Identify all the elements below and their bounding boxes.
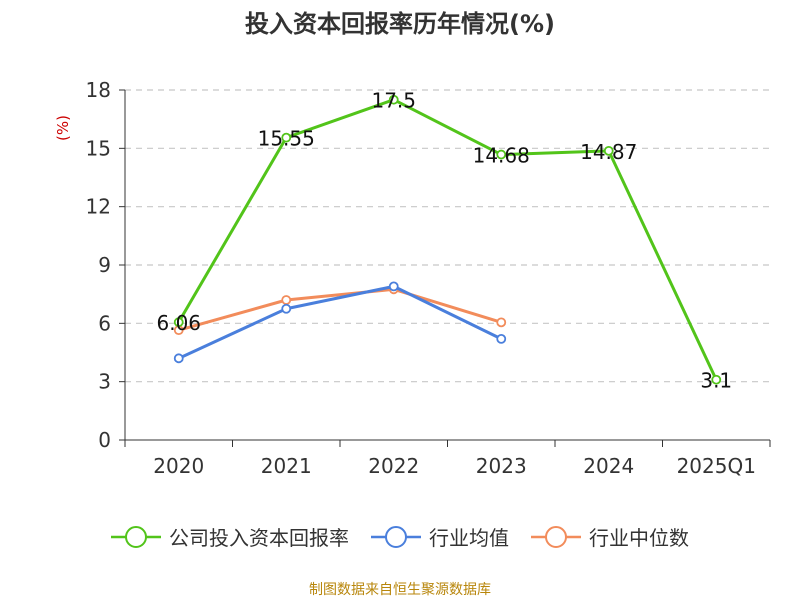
- legend-item[interactable]: 公司投入资本回报率: [111, 526, 349, 550]
- axis-layer: 0 3 6 9 12 15 18 2020 2021 2022 2023 2024 2025Q1: [86, 78, 771, 478]
- series-line: [178, 287, 502, 332]
- legend-marker: [545, 526, 567, 548]
- x-tick-label: 2023: [476, 454, 527, 478]
- data-point[interactable]: [603, 145, 614, 156]
- y-tick-label: 15: [86, 136, 111, 160]
- series-line: [178, 284, 502, 360]
- data-point[interactable]: [388, 94, 399, 105]
- legend-item[interactable]: 行业均值: [371, 526, 509, 550]
- data-label: 17.5: [371, 89, 416, 113]
- data-point[interactable]: [496, 317, 507, 328]
- source-note: 制图数据来自恒生聚源数据库: [309, 582, 491, 598]
- legend-marker: [385, 526, 407, 548]
- x-tick-label: 2020: [153, 454, 204, 478]
- y-tick-label: 0: [98, 428, 111, 452]
- grid-layer: [125, 89, 770, 383]
- y-tick-label: 9: [98, 253, 111, 277]
- y-tick-label: 6: [98, 311, 111, 335]
- data-point[interactable]: [496, 149, 507, 160]
- data-label-layer: 6.06 15.55 17.5 14.68 14.87 3.1: [156, 89, 732, 393]
- data-point[interactable]: [281, 295, 292, 305]
- data-point[interactable]: [388, 281, 399, 292]
- x-tick-label: 2024: [583, 454, 634, 478]
- data-point[interactable]: [281, 132, 292, 143]
- series-layer: [173, 94, 722, 385]
- legend-marker: [125, 526, 147, 548]
- data-point[interactable]: [173, 353, 184, 364]
- data-label: 3.1: [700, 369, 732, 393]
- chart-title: 投入资本回报率历年情况(%): [245, 10, 555, 38]
- data-label: 15.55: [258, 127, 315, 151]
- x-tick-label: 2025Q1: [677, 454, 756, 478]
- x-tick-label: 2022: [368, 454, 419, 478]
- legend-label: 行业均值: [429, 526, 509, 550]
- y-axis-unit: (%): [54, 115, 72, 141]
- data-point[interactable]: [281, 303, 292, 314]
- x-tick-label: 2021: [261, 454, 312, 478]
- data-point[interactable]: [711, 374, 722, 385]
- data-label: 14.68: [473, 144, 530, 168]
- data-label: 6.06: [156, 311, 201, 335]
- data-label: 14.87: [580, 140, 637, 164]
- series-line: [177, 98, 718, 381]
- y-tick-label: 12: [86, 195, 111, 219]
- y-tick-label: 3: [98, 370, 111, 394]
- legend-label: 公司投入资本回报率: [169, 526, 349, 550]
- data-point[interactable]: [173, 317, 184, 328]
- y-tick-label: 18: [86, 78, 111, 102]
- data-point[interactable]: [496, 333, 507, 344]
- legend-label: 行业中位数: [589, 526, 689, 550]
- legend-item[interactable]: 行业中位数: [531, 526, 689, 550]
- legend: 公司投入资本回报率 行业均值 行业中位数: [111, 526, 689, 550]
